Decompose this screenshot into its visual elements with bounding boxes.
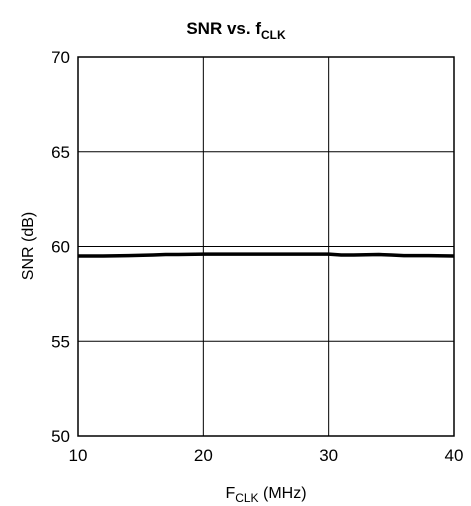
chart-title-main: SNR vs. f <box>186 19 261 38</box>
snr-series-line <box>78 252 455 258</box>
y-tick-label: 50 <box>51 427 70 446</box>
tick-labels: 10 20 30 40 50 55 60 65 70 <box>51 48 463 465</box>
y-tick-label: 55 <box>51 332 70 351</box>
series-layer <box>78 252 455 258</box>
chart-title: SNR vs. fCLK <box>186 19 286 42</box>
x-tick-label: 20 <box>194 446 213 465</box>
x-tick-label: 30 <box>319 446 338 465</box>
chart-title-subscript: CLK <box>261 28 286 42</box>
grid-lines <box>77 56 455 437</box>
x-axis-label: FCLK (MHz) <box>225 485 306 505</box>
plot-frame <box>77 56 455 437</box>
x-tick-label: 40 <box>445 446 464 465</box>
x-axis-label-subscript: CLK <box>235 491 258 505</box>
x-axis-label-main: F <box>225 485 235 502</box>
y-tick-label: 70 <box>51 48 70 67</box>
y-axis-label: SNR (dB) <box>20 212 37 280</box>
x-axis-label-unit: (MHz) <box>259 485 307 502</box>
y-tick-label: 65 <box>51 143 70 162</box>
x-tick-label: 10 <box>69 446 88 465</box>
y-tick-label: 60 <box>51 238 70 257</box>
